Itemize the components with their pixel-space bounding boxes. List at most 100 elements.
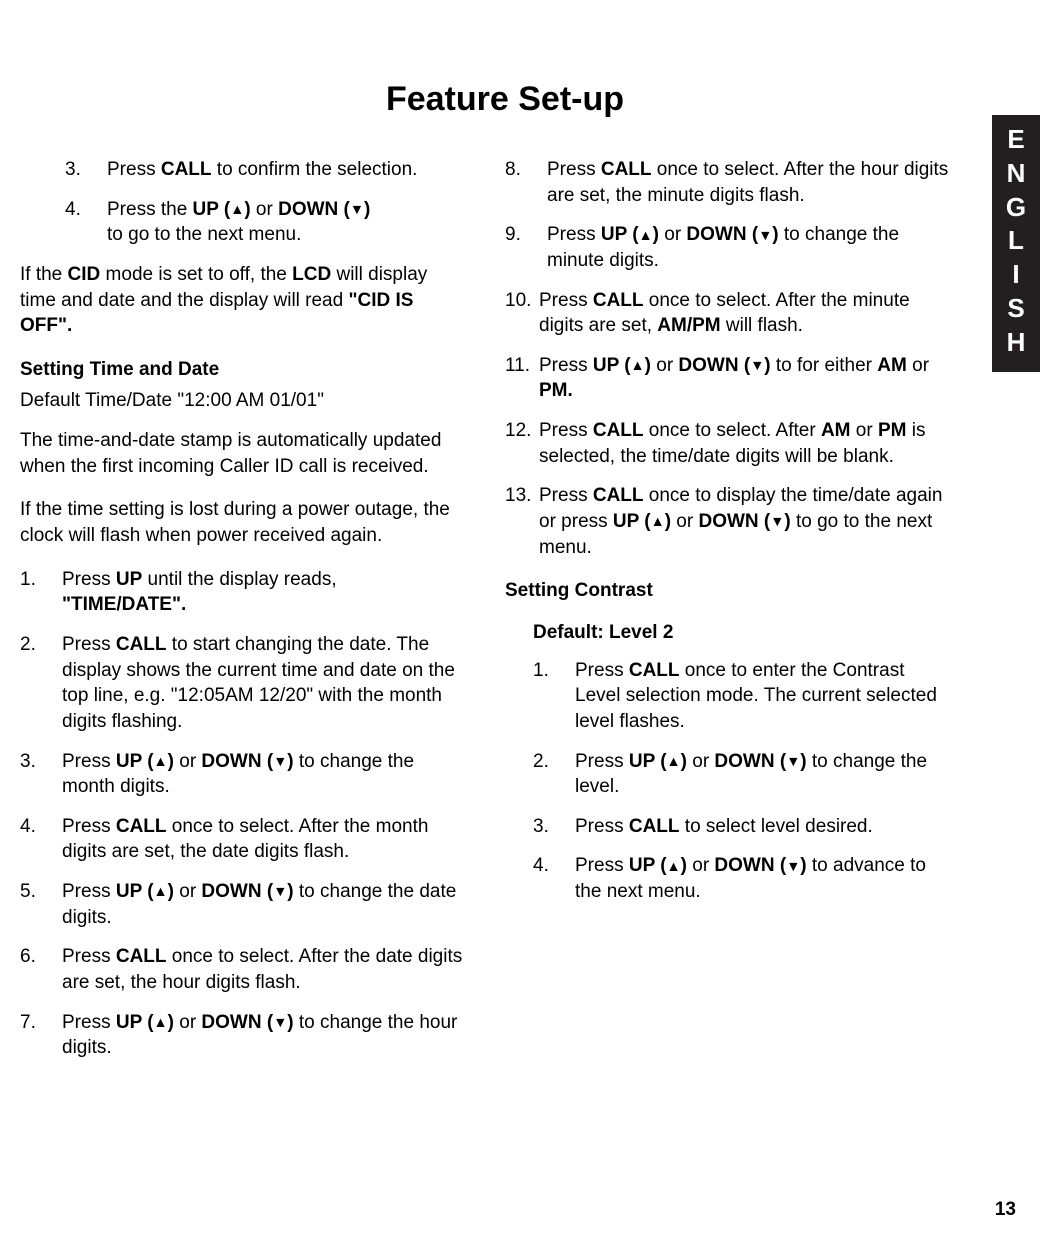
list-item: 2. Press CALL to start changing the date… bbox=[20, 632, 465, 735]
item-number: 4. bbox=[20, 814, 62, 865]
item-text: Press UP until the display reads, "TIME/… bbox=[62, 567, 465, 618]
list-item: 5. Press UP (▲) or DOWN (▼) to change th… bbox=[20, 879, 465, 930]
arrow-down-icon: ▼ bbox=[273, 883, 287, 902]
section-heading: Setting Contrast bbox=[505, 578, 950, 604]
list-item: 3. Press UP (▲) or DOWN (▼) to change th… bbox=[20, 749, 465, 800]
item-number: 1. bbox=[533, 658, 575, 735]
item-number: 8. bbox=[505, 157, 547, 208]
continuation-list: 3. Press CALL to confirm the selection. … bbox=[20, 157, 465, 248]
page-number: 13 bbox=[995, 1199, 1016, 1221]
item-text: Press CALL once to enter the Contrast Le… bbox=[575, 658, 950, 735]
item-number: 13. bbox=[505, 483, 539, 560]
item-text: Press UP (▲) or DOWN (▼) to change the m… bbox=[547, 222, 950, 273]
paragraph: The time-and-date stamp is automatically… bbox=[20, 428, 465, 479]
list-item: 3. Press CALL to confirm the selection. bbox=[65, 157, 465, 183]
list-item: 12. Press CALL once to select. After AM … bbox=[505, 418, 950, 469]
arrow-up-icon: ▲ bbox=[651, 513, 665, 532]
manual-page: E N G L I S H Feature Set-up 3. Press CA… bbox=[0, 0, 1040, 1243]
item-number: 2. bbox=[533, 749, 575, 800]
arrow-down-icon: ▼ bbox=[273, 753, 287, 772]
item-number: 10. bbox=[505, 288, 539, 339]
arrow-up-icon: ▲ bbox=[230, 201, 244, 220]
paragraph: If the CID mode is set to off, the LCD w… bbox=[20, 262, 465, 339]
item-number: 2. bbox=[20, 632, 62, 735]
left-column: 3. Press CALL to confirm the selection. … bbox=[20, 157, 465, 1075]
arrow-up-icon: ▲ bbox=[667, 753, 681, 772]
item-number: 4. bbox=[533, 853, 575, 904]
item-number: 11. bbox=[505, 353, 539, 404]
item-text: Press CALL to confirm the selection. bbox=[107, 157, 465, 183]
arrow-up-icon: ▲ bbox=[154, 1014, 168, 1033]
item-number: 9. bbox=[505, 222, 547, 273]
list-item: 2. Press UP (▲) or DOWN (▼) to change th… bbox=[533, 749, 950, 800]
language-letter: G bbox=[992, 191, 1040, 225]
item-number: 7. bbox=[20, 1010, 62, 1061]
arrow-down-icon: ▼ bbox=[273, 1014, 287, 1033]
right-column: 8. Press CALL once to select. After the … bbox=[505, 157, 990, 1075]
list-item: 3. Press CALL to select level desired. bbox=[533, 814, 950, 840]
arrow-up-icon: ▲ bbox=[154, 753, 168, 772]
item-number: 3. bbox=[20, 749, 62, 800]
list-item: 13. Press CALL once to display the time/… bbox=[505, 483, 950, 560]
arrow-up-icon: ▲ bbox=[667, 858, 681, 877]
item-number: 3. bbox=[533, 814, 575, 840]
item-text: Press the UP (▲) or DOWN (▼) to go to th… bbox=[107, 197, 465, 248]
language-letter: E bbox=[992, 123, 1040, 157]
arrow-up-icon: ▲ bbox=[154, 883, 168, 902]
time-date-steps: 1. Press UP until the display reads, "TI… bbox=[20, 567, 465, 1061]
language-letter: S bbox=[992, 292, 1040, 326]
arrow-down-icon: ▼ bbox=[786, 753, 800, 772]
section-heading: Setting Time and Date bbox=[20, 357, 465, 383]
contrast-section: Default: Level 2 1. Press CALL once to e… bbox=[505, 620, 950, 905]
content-columns: 3. Press CALL to confirm the selection. … bbox=[20, 157, 990, 1075]
default-time-text: Default Time/Date "12:00 AM 01/01" bbox=[20, 388, 465, 414]
language-letter: H bbox=[992, 326, 1040, 360]
contrast-steps: 1. Press CALL once to enter the Contrast… bbox=[533, 658, 950, 905]
item-number: 12. bbox=[505, 418, 539, 469]
list-item: 7. Press UP (▲) or DOWN (▼) to change th… bbox=[20, 1010, 465, 1061]
item-text: Press UP (▲) or DOWN (▼) to change the h… bbox=[62, 1010, 465, 1061]
item-text: Press UP (▲) or DOWN (▼) to change the m… bbox=[62, 749, 465, 800]
language-letter: N bbox=[992, 157, 1040, 191]
arrow-down-icon: ▼ bbox=[750, 357, 764, 376]
list-item: 4. Press the UP (▲) or DOWN (▼) to go to… bbox=[65, 197, 465, 248]
list-item: 8. Press CALL once to select. After the … bbox=[505, 157, 950, 208]
item-number: 3. bbox=[65, 157, 107, 183]
list-item: 11. Press UP (▲) or DOWN (▼) to for eith… bbox=[505, 353, 950, 404]
item-number: 5. bbox=[20, 879, 62, 930]
item-text: Press CALL once to select. After the hou… bbox=[547, 157, 950, 208]
arrow-down-icon: ▼ bbox=[758, 227, 772, 246]
item-text: Press UP (▲) or DOWN (▼) to advance to t… bbox=[575, 853, 950, 904]
language-letter: L bbox=[992, 224, 1040, 258]
list-item: 9. Press UP (▲) or DOWN (▼) to change th… bbox=[505, 222, 950, 273]
contrast-default: Default: Level 2 bbox=[533, 620, 950, 646]
item-text: Press CALL once to select. After AM or P… bbox=[539, 418, 950, 469]
item-text: Press UP (▲) or DOWN (▼) to change the l… bbox=[575, 749, 950, 800]
item-text: Press CALL to select level desired. bbox=[575, 814, 950, 840]
paragraph: If the time setting is lost during a pow… bbox=[20, 497, 465, 548]
item-text: Press CALL once to select. After the mon… bbox=[62, 814, 465, 865]
page-title: Feature Set-up bbox=[20, 80, 990, 119]
item-text: Press CALL once to display the time/date… bbox=[539, 483, 950, 560]
language-letter: I bbox=[992, 258, 1040, 292]
arrow-down-icon: ▼ bbox=[350, 201, 364, 220]
arrow-down-icon: ▼ bbox=[786, 858, 800, 877]
list-item: 1. Press UP until the display reads, "TI… bbox=[20, 567, 465, 618]
list-item: 4. Press CALL once to select. After the … bbox=[20, 814, 465, 865]
item-text: Press UP (▲) or DOWN (▼) to change the d… bbox=[62, 879, 465, 930]
list-item: 10. Press CALL once to select. After the… bbox=[505, 288, 950, 339]
language-tab: E N G L I S H bbox=[992, 115, 1040, 372]
time-date-steps-continued: 8. Press CALL once to select. After the … bbox=[505, 157, 950, 560]
item-number: 1. bbox=[20, 567, 62, 618]
item-text: Press CALL once to select. After the min… bbox=[539, 288, 950, 339]
arrow-up-icon: ▲ bbox=[639, 227, 653, 246]
list-item: 4. Press UP (▲) or DOWN (▼) to advance t… bbox=[533, 853, 950, 904]
item-number: 4. bbox=[65, 197, 107, 248]
list-item: 1. Press CALL once to enter the Contrast… bbox=[533, 658, 950, 735]
item-text: Press UP (▲) or DOWN (▼) to for either A… bbox=[539, 353, 950, 404]
item-number: 6. bbox=[20, 944, 62, 995]
item-text: Press CALL to start changing the date. T… bbox=[62, 632, 465, 735]
item-text: Press CALL once to select. After the dat… bbox=[62, 944, 465, 995]
list-item: 6. Press CALL once to select. After the … bbox=[20, 944, 465, 995]
arrow-down-icon: ▼ bbox=[770, 513, 784, 532]
